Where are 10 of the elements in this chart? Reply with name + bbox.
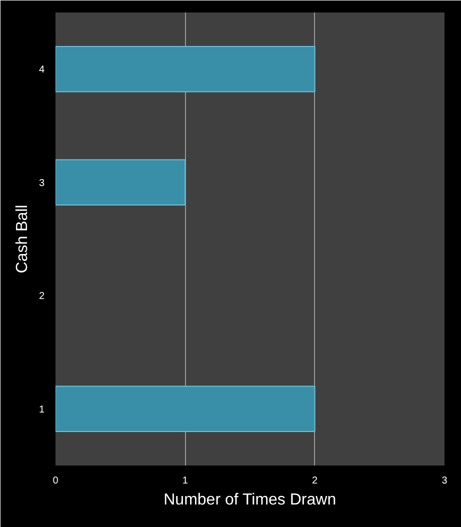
y-axis-title: Cash Ball (14, 204, 31, 274)
y-tick-label: 4 (38, 64, 45, 76)
x-tick-label: 2 (312, 476, 318, 486)
x-tick-label: 1 (182, 476, 188, 486)
y-tick-label: 3 (38, 178, 45, 189)
y-tick-label: 2 (38, 291, 45, 302)
x-tick-label: 0 (52, 476, 59, 486)
x-axis-title: Number of Times Drawn (164, 492, 336, 508)
x-tick-label: 3 (442, 476, 448, 486)
y-tick-label: 1 (38, 404, 45, 416)
